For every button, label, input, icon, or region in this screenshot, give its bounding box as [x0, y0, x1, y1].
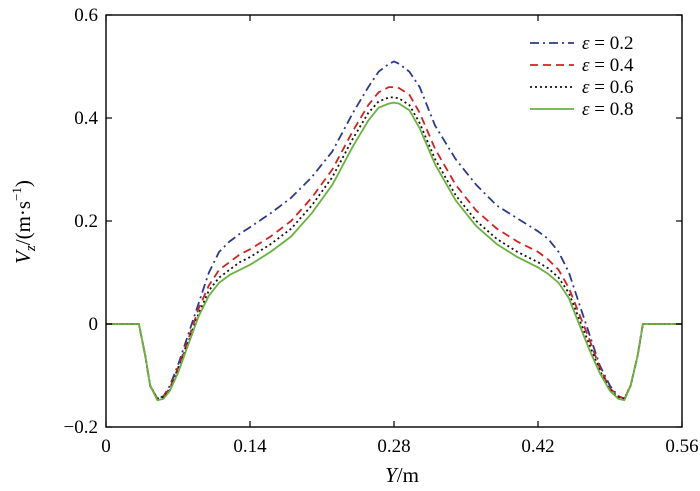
series-line-4 [106, 101, 682, 402]
y-tick-label: 0.2 [74, 211, 98, 232]
legend: ε = 0.2ε = 0.4ε = 0.6ε = 0.8 [530, 33, 634, 120]
plot-area [106, 60, 682, 402]
x-tick-label: 0.28 [377, 436, 410, 457]
y-tick-label: 0 [89, 314, 99, 335]
legend-label-3: ε = 0.6 [582, 77, 633, 98]
legend-label-1: ε = 0.2 [582, 33, 633, 54]
series-line-1 [106, 60, 682, 400]
y-tick-label: 0.6 [74, 5, 98, 26]
legend-label-4: ε = 0.8 [582, 99, 633, 120]
x-tick-label: 0.42 [521, 436, 554, 457]
x-tick-label: 0.14 [233, 436, 267, 457]
x-axis-label: Y/m [385, 463, 419, 487]
y-tick-label: 0.4 [74, 108, 98, 129]
x-tick-label: 0 [101, 436, 111, 457]
x-tick-label: 0.56 [665, 436, 698, 457]
legend-label-2: ε = 0.4 [582, 55, 634, 76]
y-axis-label: Vz/(m·s−1) [9, 180, 39, 264]
ticks: 0 0.14 0.28 0.42 0.56−0.200.20.40.6 [64, 5, 699, 457]
y-tick-label: −0.2 [64, 417, 98, 438]
